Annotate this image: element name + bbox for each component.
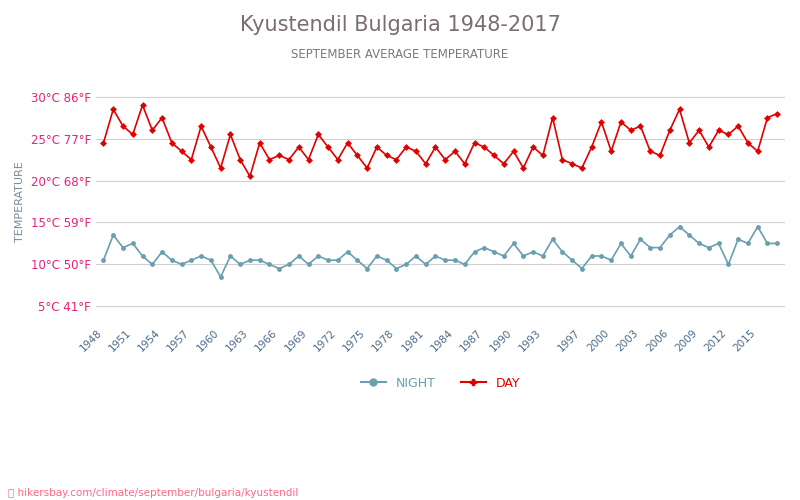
- Text: SEPTEMBER AVERAGE TEMPERATURE: SEPTEMBER AVERAGE TEMPERATURE: [291, 48, 509, 60]
- Text: Kyustendil Bulgaria 1948-2017: Kyustendil Bulgaria 1948-2017: [239, 15, 561, 35]
- Legend: NIGHT, DAY: NIGHT, DAY: [356, 372, 525, 394]
- Text: 📍 hikersbay.com/climate/september/bulgaria/kyustendil: 📍 hikersbay.com/climate/september/bulgar…: [8, 488, 298, 498]
- Y-axis label: TEMPERATURE: TEMPERATURE: [15, 161, 25, 242]
